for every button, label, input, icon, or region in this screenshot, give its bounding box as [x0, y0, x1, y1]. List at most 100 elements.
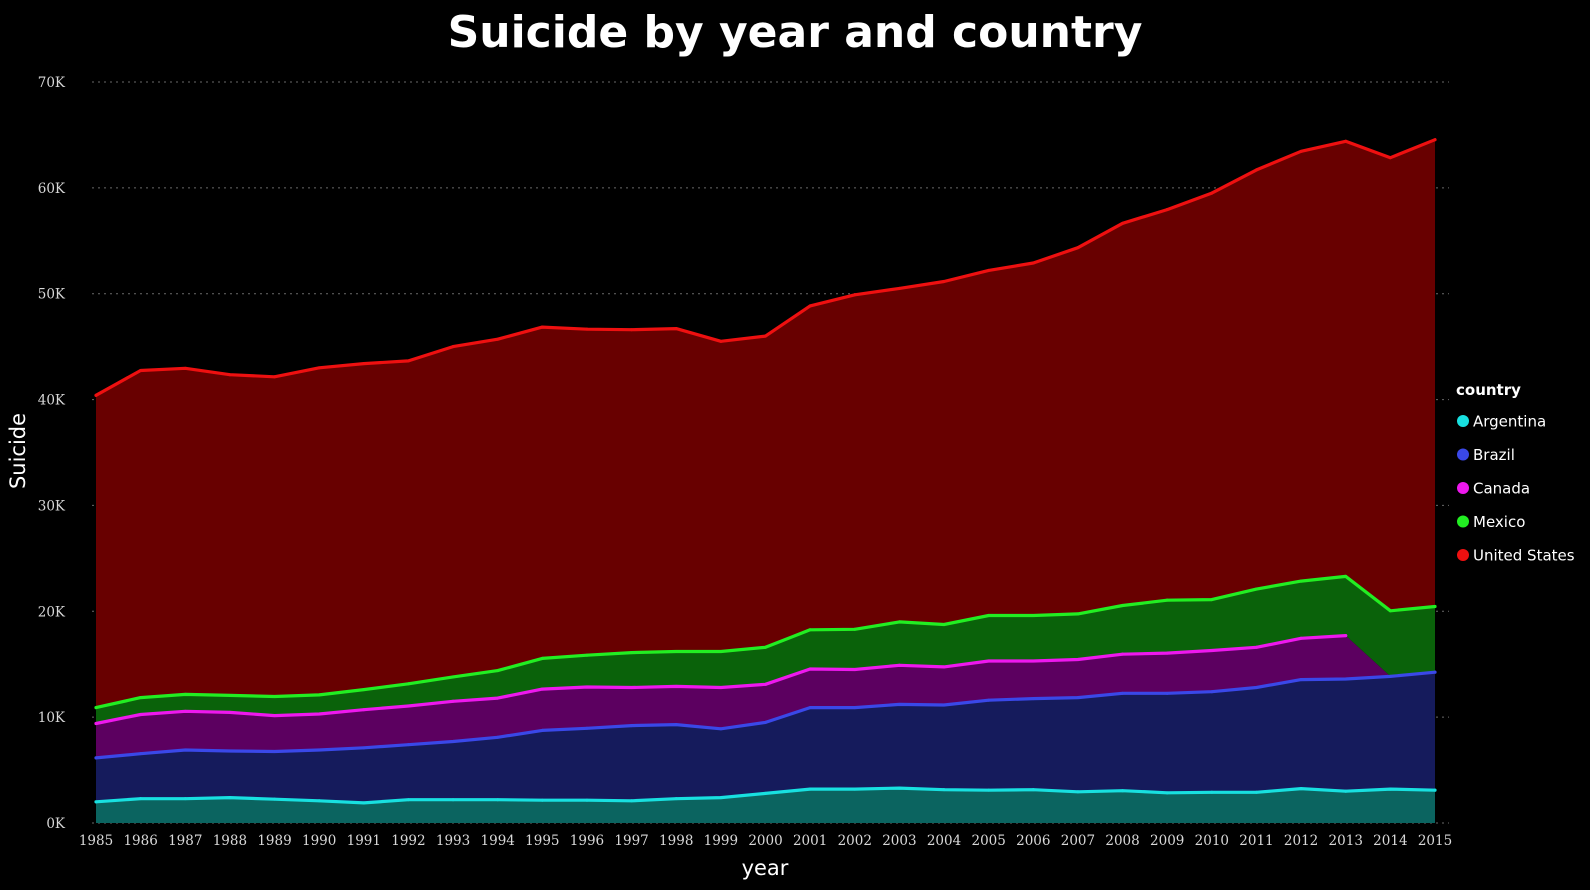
data-point-canada [139, 712, 143, 716]
data-point-canada [764, 682, 767, 686]
data-point-canada [808, 667, 812, 671]
legend-item-mexico[interactable]: Mexico [1457, 513, 1525, 531]
data-point-argentina [719, 796, 723, 800]
area-brazil [96, 672, 1435, 803]
y-axis-label: Suicide [6, 413, 30, 489]
x-tick-label: 1991 [347, 833, 381, 849]
data-point-united-states [1344, 139, 1348, 143]
legend-label: Canada [1473, 480, 1530, 498]
data-point-united-states [406, 359, 410, 363]
x-tick-label: 1995 [525, 833, 559, 849]
area-united-states [96, 139, 1435, 708]
legend-item-brazil[interactable]: Brazil [1457, 446, 1515, 464]
area-argentina [96, 788, 1435, 823]
legend-item-argentina[interactable]: Argentina [1457, 413, 1546, 431]
area-mexico [96, 576, 1435, 724]
data-point-canada [987, 659, 991, 663]
data-point-mexico [585, 653, 589, 657]
data-point-united-states [719, 339, 723, 343]
data-point-united-states [451, 345, 455, 349]
data-point-united-states [764, 334, 767, 338]
data-point-mexico [496, 669, 500, 673]
data-point-mexico [1344, 574, 1348, 578]
legend-title: country [1456, 381, 1521, 399]
data-point-brazil [273, 750, 277, 754]
data-point-argentina [362, 801, 366, 805]
data-point-canada [630, 686, 634, 690]
data-point-canada [317, 712, 321, 716]
data-point-united-states [630, 328, 634, 332]
data-point-brazil [1388, 674, 1392, 678]
data-point-united-states [1210, 191, 1214, 195]
data-point-brazil [139, 752, 143, 756]
data-point-mexico [808, 628, 812, 632]
data-point-argentina [273, 797, 277, 801]
data-point-canada [585, 685, 589, 689]
data-point-mexico [987, 614, 991, 618]
data-point-mexico [1121, 603, 1125, 607]
legend-label: Brazil [1473, 446, 1515, 464]
data-point-brazil [540, 728, 544, 732]
data-point-brazil [1121, 691, 1125, 695]
data-point-argentina [897, 786, 901, 790]
y-axis-ticks: 0K 10K 20K 30K 40K 50K 60K 70K [38, 75, 66, 832]
data-point-argentina [1210, 790, 1214, 794]
legend-marker [1457, 549, 1469, 561]
x-tick-label: 1989 [257, 833, 291, 849]
data-point-argentina [1344, 789, 1348, 793]
data-point-argentina [1299, 787, 1303, 791]
x-tick-label: 2008 [1105, 833, 1139, 849]
data-point-argentina [317, 799, 321, 803]
data-point-mexico [451, 675, 455, 679]
data-point-canada [1121, 652, 1125, 656]
data-point-argentina [764, 791, 767, 795]
data-point-brazil [1165, 691, 1169, 695]
data-point-mexico [897, 620, 901, 624]
data-point-mexico [1210, 598, 1214, 602]
data-point-united-states [585, 327, 589, 331]
data-point-brazil [764, 720, 767, 724]
data-point-argentina [674, 797, 678, 801]
data-point-brazil [496, 735, 500, 739]
x-tick-label: 2010 [1195, 833, 1229, 849]
legend-item-canada[interactable]: Canada [1457, 480, 1530, 498]
data-point-argentina [1076, 790, 1080, 794]
data-point-brazil [406, 743, 410, 747]
data-point-mexico [853, 627, 857, 631]
data-point-argentina [1388, 787, 1392, 791]
data-point-united-states [183, 366, 187, 370]
legend-label: Argentina [1473, 413, 1546, 431]
data-point-mexico [540, 656, 544, 660]
x-tick-label: 1993 [436, 833, 470, 849]
x-tick-label: 2015 [1418, 833, 1452, 849]
data-point-mexico [273, 695, 277, 699]
data-point-argentina [987, 788, 991, 792]
x-axis-ticks: 1985 1986 1987 1988 1989 1990 1991 1992 1993 1994… [79, 833, 1452, 849]
data-point-mexico [719, 650, 723, 654]
data-point-argentina [228, 796, 232, 800]
data-point-canada [897, 663, 901, 667]
x-tick-label: 2012 [1284, 833, 1318, 849]
data-point-mexico [228, 693, 232, 697]
data-point-canada [1210, 648, 1214, 652]
data-point-argentina [1121, 789, 1125, 793]
data-point-united-states [987, 268, 991, 272]
data-point-mexico [1433, 605, 1437, 609]
data-point-canada [496, 696, 500, 700]
data-point-argentina [1433, 788, 1437, 792]
data-point-brazil [719, 727, 723, 731]
data-point-brazil [1210, 690, 1214, 694]
data-point-argentina [139, 797, 143, 801]
legend: country Argentina Brazil Canada Mexico Unite… [1456, 381, 1575, 565]
data-point-brazil [362, 746, 366, 750]
data-point-united-states [139, 368, 143, 372]
x-tick-label: 1996 [570, 833, 604, 849]
data-point-mexico [317, 693, 321, 697]
x-tick-label: 2005 [971, 833, 1005, 849]
y-tick-label: 10K [38, 710, 66, 726]
legend-item-united-states[interactable]: United States [1457, 547, 1575, 565]
data-point-mexico [1388, 609, 1392, 613]
data-point-united-states [317, 366, 321, 370]
series-lines [94, 138, 1437, 805]
legend-marker [1457, 415, 1469, 427]
